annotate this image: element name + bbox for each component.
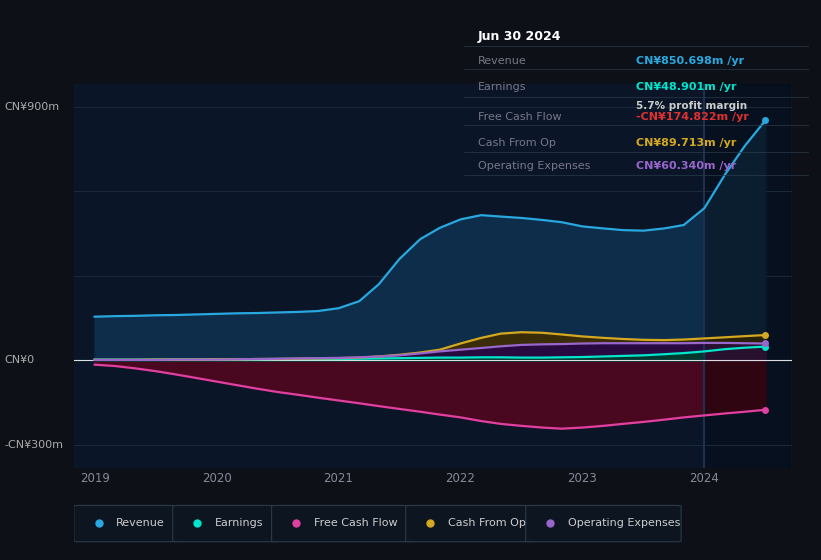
Text: -CN¥300m: -CN¥300m [4, 440, 63, 450]
Text: CN¥0: CN¥0 [4, 356, 34, 366]
FancyBboxPatch shape [525, 506, 681, 542]
FancyBboxPatch shape [74, 506, 180, 542]
Text: 5.7% profit margin: 5.7% profit margin [636, 101, 747, 111]
Text: Revenue: Revenue [117, 517, 165, 528]
Text: CN¥60.340m /yr: CN¥60.340m /yr [636, 161, 736, 171]
Text: Revenue: Revenue [478, 57, 526, 67]
Text: Earnings: Earnings [478, 82, 526, 92]
Text: Cash From Op: Cash From Op [448, 517, 526, 528]
FancyBboxPatch shape [406, 506, 533, 542]
Text: CN¥850.698m /yr: CN¥850.698m /yr [636, 57, 745, 67]
Text: CN¥900m: CN¥900m [4, 101, 59, 111]
Text: Earnings: Earnings [215, 517, 264, 528]
FancyBboxPatch shape [272, 506, 413, 542]
Text: -CN¥174.822m /yr: -CN¥174.822m /yr [636, 111, 749, 122]
Text: Jun 30 2024: Jun 30 2024 [478, 30, 562, 43]
Text: CN¥48.901m /yr: CN¥48.901m /yr [636, 82, 736, 92]
Text: CN¥89.713m /yr: CN¥89.713m /yr [636, 138, 736, 148]
FancyBboxPatch shape [172, 506, 278, 542]
Bar [704, 84, 790, 468]
Text: Operating Expenses: Operating Expenses [478, 161, 590, 171]
Text: Free Cash Flow: Free Cash Flow [314, 517, 397, 528]
Text: Cash From Op: Cash From Op [478, 138, 556, 148]
Text: Free Cash Flow: Free Cash Flow [478, 111, 562, 122]
Text: Operating Expenses: Operating Expenses [568, 517, 681, 528]
